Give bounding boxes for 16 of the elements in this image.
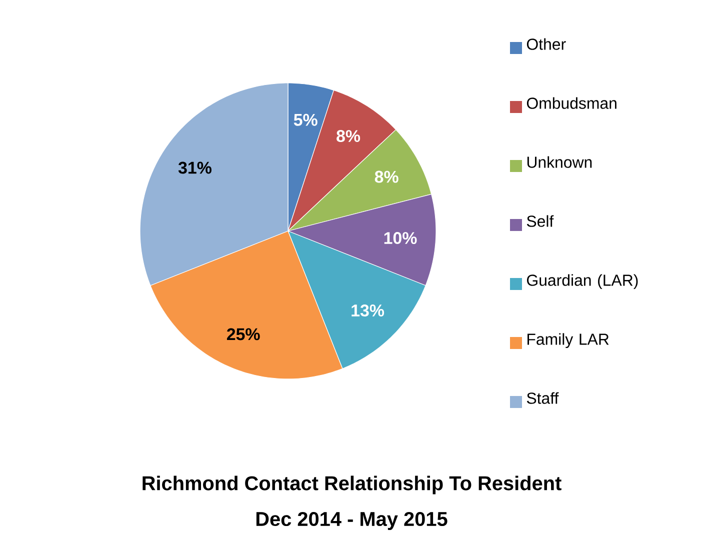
data-label: 8% xyxy=(374,170,398,183)
data-label: 8% xyxy=(336,130,360,142)
data-label: 5% xyxy=(294,114,318,126)
data-label: 10% xyxy=(384,232,417,244)
text: Richmond Contact Relationship To Resident xyxy=(142,476,562,494)
data-label: 25% xyxy=(226,328,260,340)
legend-label: Staff xyxy=(526,392,559,404)
legend-label: Guardian (LAR) xyxy=(527,274,638,290)
legend-label: Self xyxy=(526,215,554,227)
legend-label: Ombudsman xyxy=(526,97,616,109)
legend-label: Unknown xyxy=(527,156,592,168)
legend-label: Other xyxy=(526,38,566,50)
legend-label: Family LAR xyxy=(528,333,609,348)
data-label: 31% xyxy=(178,162,212,174)
data-label: 13% xyxy=(352,304,384,317)
text: Dec 2014 - May 2015 xyxy=(256,512,448,530)
